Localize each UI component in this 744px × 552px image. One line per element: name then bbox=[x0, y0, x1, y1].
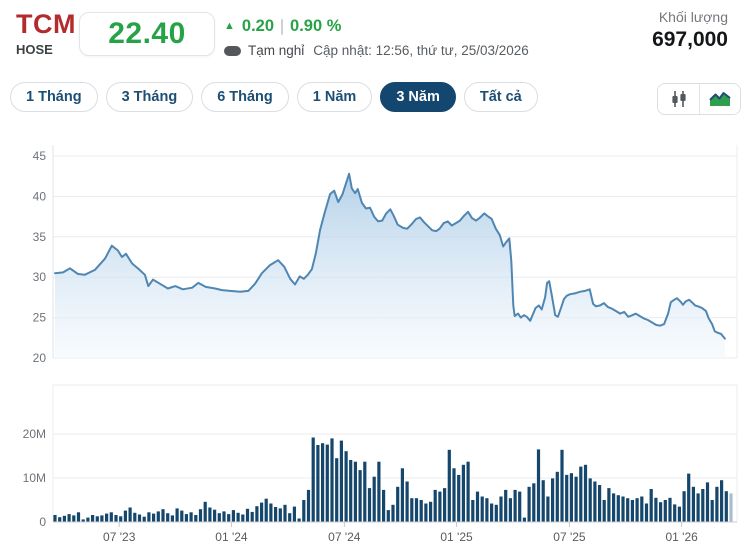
up-arrow-icon: ▲ bbox=[224, 20, 235, 32]
svg-text:20: 20 bbox=[33, 351, 47, 365]
svg-text:07 '24: 07 '24 bbox=[328, 530, 361, 544]
volume-label: Khối lượng bbox=[658, 9, 728, 25]
svg-text:01 '24: 01 '24 bbox=[215, 530, 248, 544]
svg-text:35: 35 bbox=[33, 230, 47, 244]
exchange-label: HOSE bbox=[16, 42, 53, 57]
svg-text:07 '25: 07 '25 bbox=[553, 530, 586, 544]
candlestick-icon bbox=[671, 91, 686, 107]
market-paused-icon bbox=[224, 45, 241, 56]
volume-bar-chart[interactable]: 20M 10M 0 07 '23 01 '24 07 '24 01 '25 07 '25 01 … bbox=[23, 384, 738, 544]
range-button-1-thang[interactable]: 1 Tháng bbox=[10, 82, 98, 112]
volume-value: 697,000 bbox=[652, 28, 728, 51]
svg-text:01 '25: 01 '25 bbox=[440, 530, 473, 544]
range-toolbar: 1 Tháng 3 Tháng 6 Tháng 1 Năm 3 Năm Tất … bbox=[10, 82, 538, 112]
candlestick-chart-button[interactable] bbox=[658, 84, 699, 114]
price-box: 22.40 bbox=[79, 12, 215, 56]
svg-text:20M: 20M bbox=[23, 427, 46, 441]
svg-text:01 '26: 01 '26 bbox=[665, 530, 698, 544]
volume-block: Khối lượng 697,000 bbox=[652, 9, 728, 52]
change-value: 0.20 bbox=[241, 17, 275, 35]
change-divider bbox=[281, 18, 284, 35]
chart-type-toggle bbox=[657, 83, 741, 115]
range-button-3-thang[interactable]: 3 Tháng bbox=[105, 82, 194, 112]
svg-text:07 '23: 07 '23 bbox=[103, 530, 136, 544]
range-button-tat-ca[interactable]: Tất cả bbox=[463, 82, 538, 112]
range-button-6-thang[interactable]: 6 Tháng bbox=[201, 82, 289, 112]
ticker-symbol: TCM bbox=[16, 9, 76, 39]
svg-text:45: 45 bbox=[33, 149, 47, 163]
svg-text:10M: 10M bbox=[23, 471, 46, 485]
change-percent: 0.90 % bbox=[290, 17, 342, 35]
market-status-label: Tạm nghỉ bbox=[248, 43, 305, 58]
range-button-3-nam[interactable]: 3 Năm bbox=[380, 82, 456, 112]
area-chart-icon bbox=[709, 92, 731, 106]
svg-text:0: 0 bbox=[39, 515, 46, 529]
svg-text:40: 40 bbox=[33, 189, 47, 203]
area-chart-button[interactable] bbox=[699, 84, 740, 114]
svg-text:30: 30 bbox=[33, 270, 47, 284]
market-status-row: Tạm nghỉ Cập nhật: 12:56, thứ tư, 25/03/… bbox=[224, 43, 529, 58]
svg-text:25: 25 bbox=[33, 311, 47, 325]
price-area-chart[interactable]: 45 40 35 30 25 20 bbox=[33, 145, 738, 365]
current-price: 22.40 bbox=[108, 17, 186, 50]
price-change-row: ▲ 0.20 0.90 % bbox=[224, 17, 341, 36]
range-button-1-nam[interactable]: 1 Năm bbox=[296, 82, 373, 112]
last-updated-text: Cập nhật: 12:56, thứ tư, 25/03/2026 bbox=[313, 43, 529, 58]
